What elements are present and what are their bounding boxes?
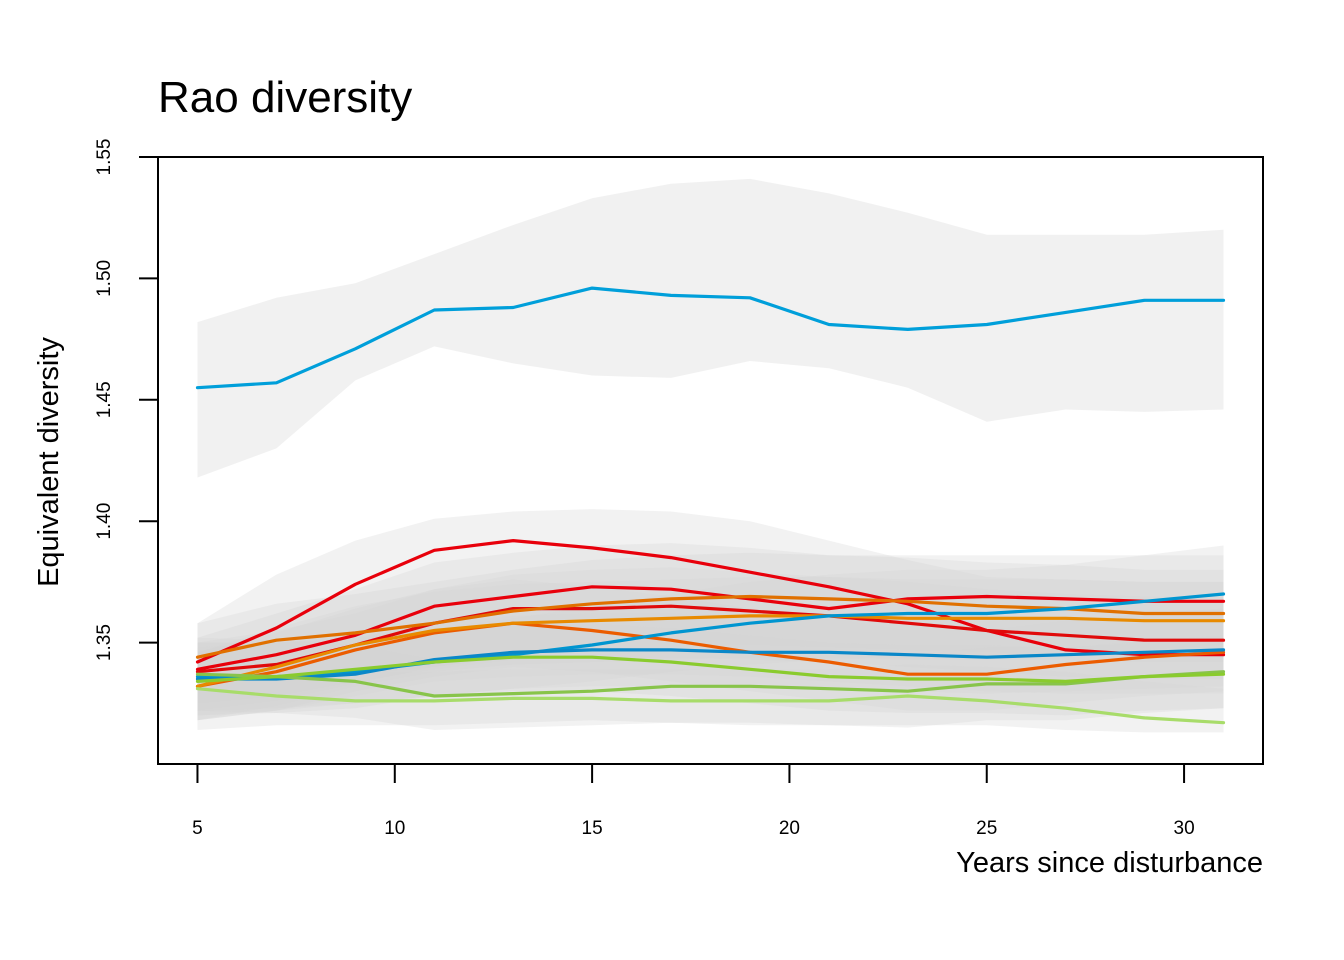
y-tick-label: 1.50 xyxy=(94,260,115,297)
chart-title: Rao diversity xyxy=(158,73,412,122)
series-11-line xyxy=(195,655,1226,684)
series-2-band xyxy=(197,509,1224,721)
series-10-line xyxy=(195,670,1226,698)
series-lines xyxy=(195,286,1226,725)
series-12-line xyxy=(195,687,1226,725)
y-axis-label: Equivalent diversity xyxy=(33,337,65,587)
series-9-line xyxy=(195,648,1226,681)
x-tick-label: 5 xyxy=(192,818,203,839)
series-1-line xyxy=(195,286,1226,390)
y-tick-label: 1.55 xyxy=(94,139,115,176)
series-8-line xyxy=(195,592,1226,679)
x-axis-label: Years since disturbance xyxy=(956,847,1263,879)
x-tick-label: 15 xyxy=(582,818,603,839)
series-12-band xyxy=(197,652,1224,733)
series-4-band xyxy=(197,567,1224,704)
series-2-line xyxy=(195,538,1226,664)
x-tick-label: 25 xyxy=(976,818,997,839)
y-tick-label: 1.40 xyxy=(94,503,115,540)
x-tick-label: 20 xyxy=(779,818,800,839)
series-7-line xyxy=(195,614,1226,688)
y-tick-label: 1.35 xyxy=(94,624,115,661)
y-axis: 1.35 1.40 1.45 1.50 1.55 xyxy=(94,139,159,661)
x-tick-label: 10 xyxy=(384,818,405,839)
series-11-band xyxy=(197,623,1224,716)
series-5-line xyxy=(195,621,1226,688)
series-10-band xyxy=(197,635,1224,730)
series-1-band xyxy=(197,178,1224,478)
x-axis: 5 10 15 20 25 30 xyxy=(192,763,1195,839)
y-tick-label: 1.45 xyxy=(94,381,115,418)
x-tick-label: 30 xyxy=(1174,818,1195,839)
